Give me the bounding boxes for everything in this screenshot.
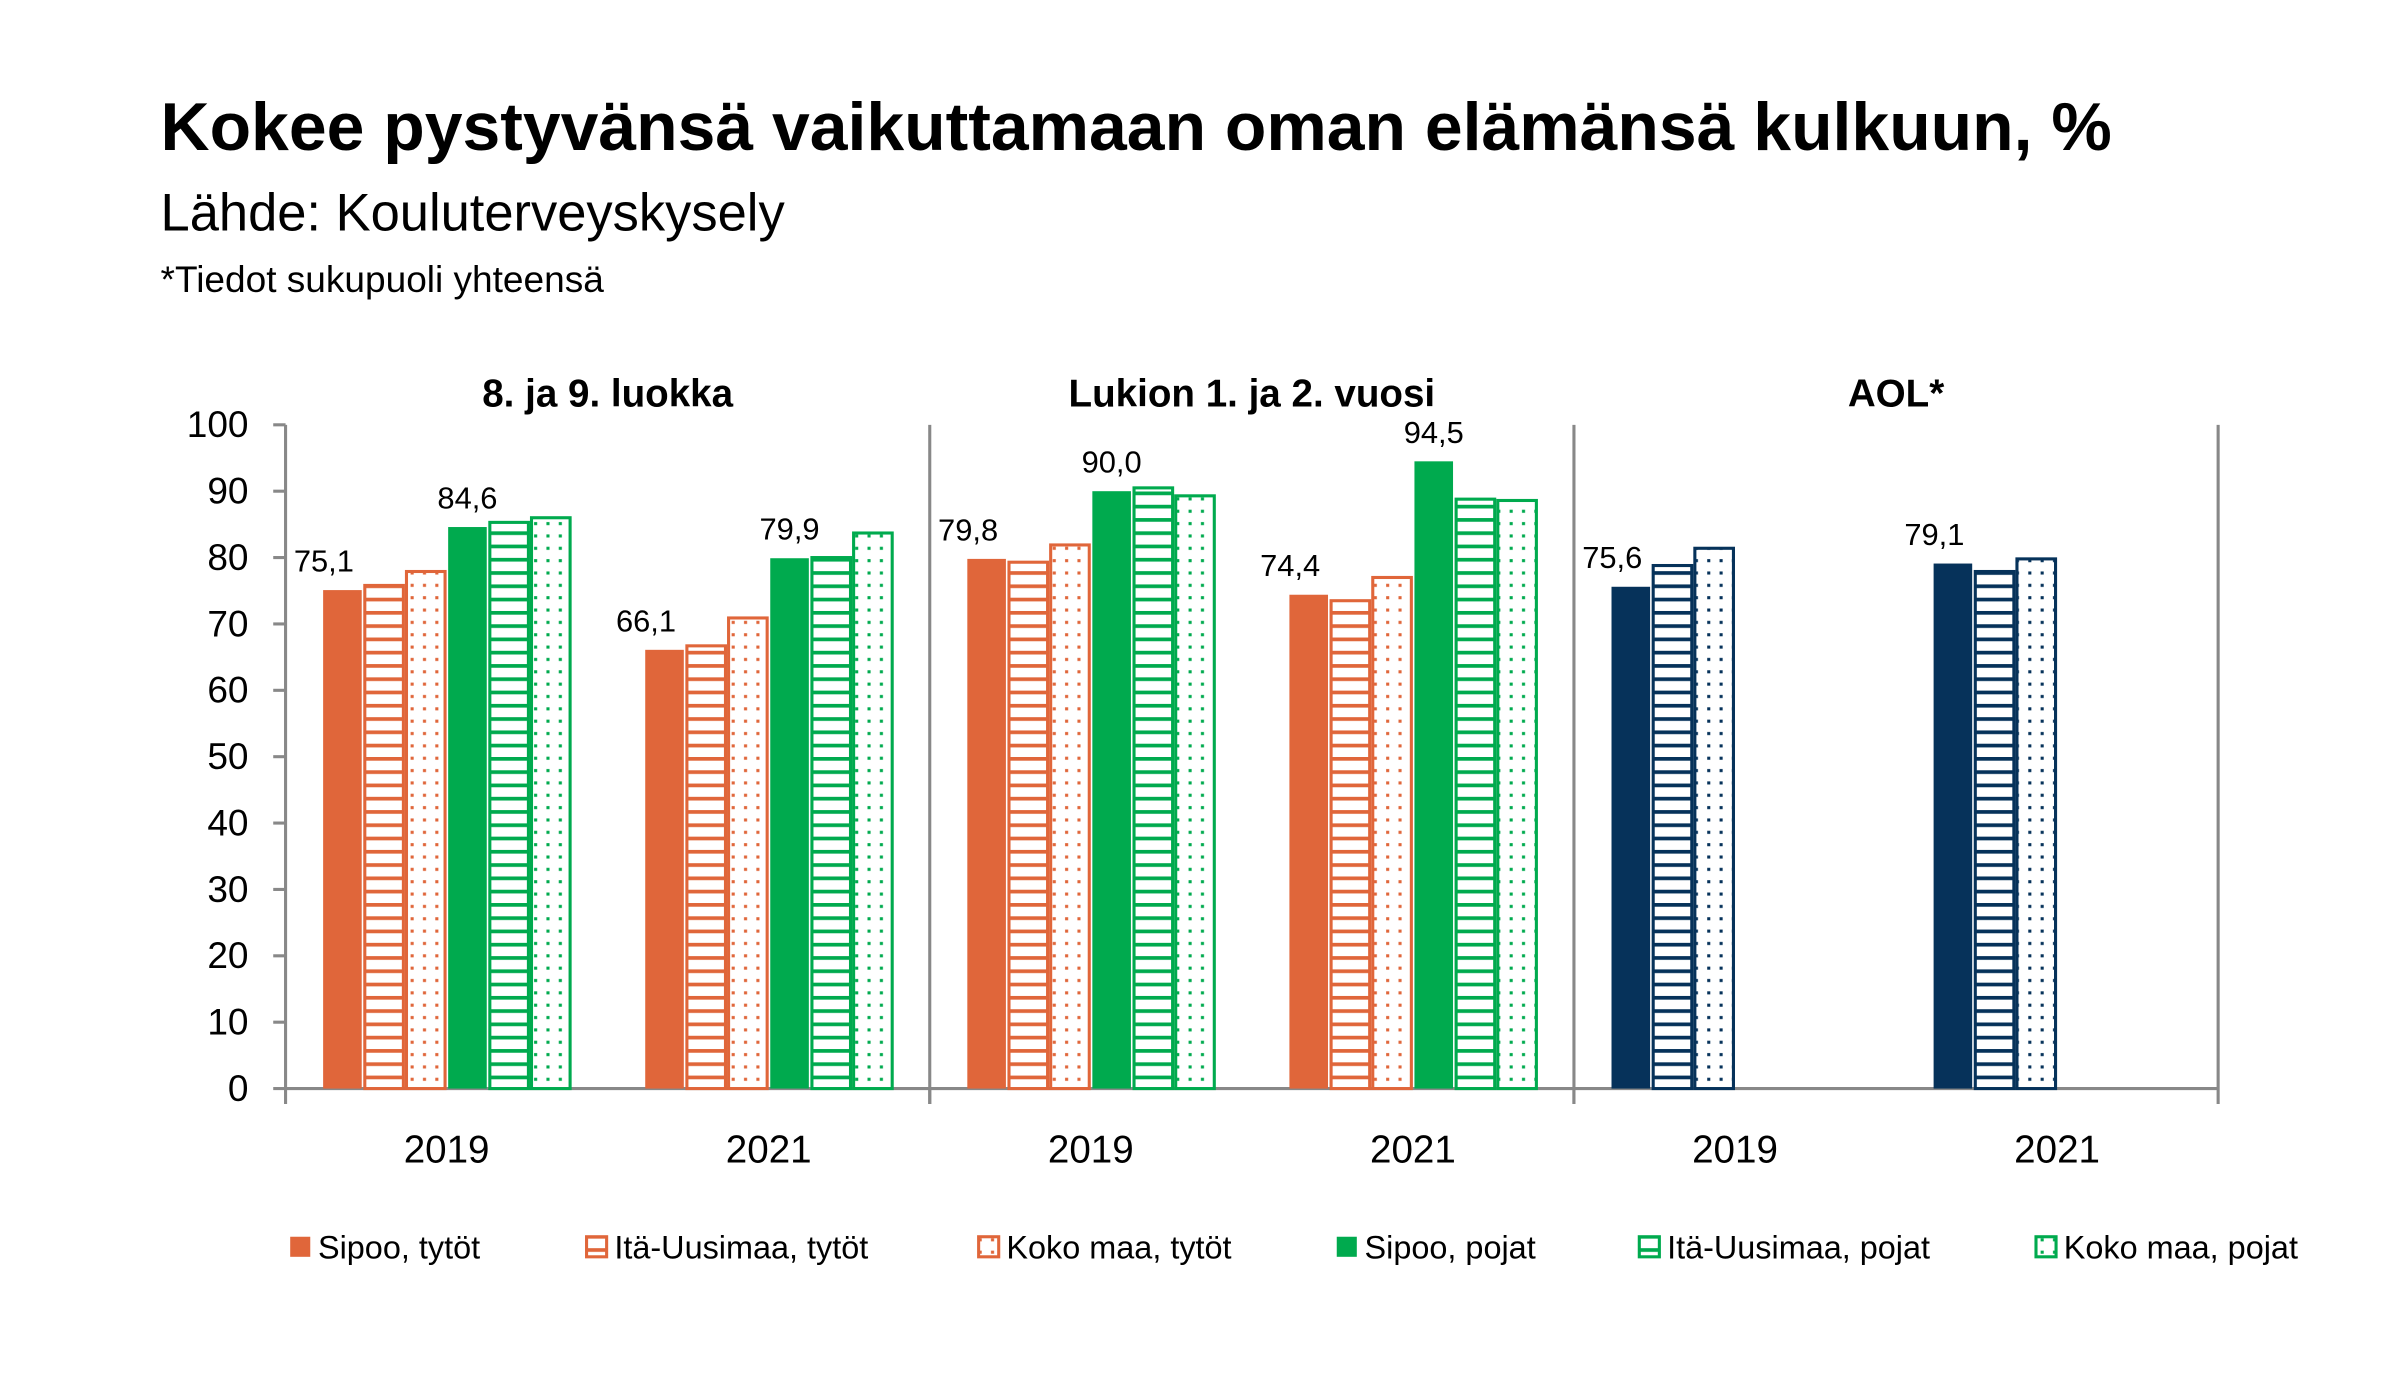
chart-note: *Tiedot sukupuoli yhteensä (161, 258, 605, 300)
panel-title: 8. ja 9. luokka (482, 372, 733, 415)
legend-item: Itä-Uusimaa, tytöt (585, 1229, 868, 1265)
bar-sipoo-pojat-2021 (770, 558, 809, 1089)
data-label: 75,1 (294, 544, 354, 579)
panel-title: AOL* (1848, 372, 1944, 415)
data-label: 84,6 (437, 481, 497, 516)
bar-sipoo-tytöt-2021 (1289, 594, 1329, 1089)
data-label: 79,9 (760, 512, 820, 547)
panel-title: Lukion 1. ja 2. vuosi (1069, 372, 1436, 415)
plot-area: 0 10 20 30 40 50 60 70 80 90 100 8. ja 9. luokka 201… (187, 372, 2220, 1172)
bar-koko-maa-2019 (1693, 546, 1735, 1091)
legend-label: Koko maa, tytöt (1006, 1229, 1231, 1265)
legend-item: Koko maa, tytöt (977, 1229, 1232, 1265)
y-tick-label: 50 (207, 735, 248, 777)
x-category-label: 2019 (1048, 1129, 1134, 1172)
x-category-label: 2019 (404, 1129, 490, 1172)
legend-swatch (1637, 1235, 1661, 1259)
legend-label: Sipoo, pojat (1365, 1229, 1536, 1265)
bar-sipoo-2021 (1933, 563, 1973, 1089)
chart-title: Kokee pystyvänsä vaikuttamaan oman elämä… (161, 90, 2112, 165)
bar-sipoo-2019 (1611, 586, 1651, 1089)
bar-koko-maa-pojat-2019 (529, 516, 572, 1091)
x-category-label: 2021 (1370, 1129, 1456, 1172)
data-label: 79,8 (938, 512, 998, 547)
x-category-label: 2021 (726, 1129, 812, 1172)
bar-koko-maa-pojat-2021 (1496, 498, 1538, 1091)
bar-itä-uusimaa-pojat-2021 (810, 556, 853, 1091)
bar-itä-uusimaa-pojat-2019 (1132, 486, 1175, 1091)
bar-koko-maa-tytöt-2019 (404, 569, 447, 1091)
bar-koko-maa-tytöt-2021 (1371, 575, 1413, 1091)
legend-label: Sipoo, tytöt (318, 1229, 480, 1265)
bar-koko-maa-2021 (2015, 557, 2058, 1091)
bar-sipoo-pojat-2019 (448, 527, 487, 1089)
data-label: 75,6 (1582, 540, 1642, 575)
legend-item: Sipoo, pojat (1336, 1229, 1536, 1265)
legend-swatch (1336, 1236, 1357, 1257)
legend-item: Itä-Uusimaa, pojat (1637, 1229, 1930, 1265)
legend-item: Koko maa, pojat (2034, 1229, 2298, 1265)
bar-sipoo-tytöt-2021 (645, 649, 684, 1089)
legend-label: Koko maa, pojat (2064, 1229, 2298, 1265)
y-tick-label: 30 (207, 868, 248, 910)
bar-itä-uusimaa-tytöt-2021 (685, 644, 728, 1091)
legend-swatch (585, 1235, 609, 1259)
bar-itä-uusimaa-tytöt-2021 (1329, 599, 1372, 1091)
y-tick-label: 80 (207, 536, 248, 578)
legend-item: Sipoo, tytöt (290, 1229, 480, 1265)
data-label: 94,5 (1404, 415, 1464, 450)
y-tick-label: 90 (207, 470, 248, 512)
bar-sipoo-pojat-2021 (1414, 461, 1454, 1089)
bar-itä-uusimaa-2021 (1973, 569, 2016, 1091)
y-tick-label: 20 (207, 934, 248, 976)
bar-koko-maa-pojat-2019 (1174, 494, 1216, 1091)
legend: Sipoo, tytöt Itä-Uusimaa, tytöt Koko maa, … (290, 1229, 2298, 1265)
chart-subtitle: Lähde: Kouluterveyskysely (161, 183, 786, 242)
legend-label: Itä-Uusimaa, tytöt (614, 1229, 868, 1265)
data-label: 79,1 (1904, 517, 1964, 552)
x-category-label: 2021 (2014, 1129, 2100, 1172)
bar-koko-maa-tytöt-2021 (727, 616, 769, 1091)
y-tick-label: 40 (207, 801, 248, 843)
bar-itä-uusimaa-pojat-2019 (488, 520, 530, 1091)
legend-swatch (977, 1235, 1001, 1259)
bar-sipoo-pojat-2019 (1092, 491, 1131, 1089)
data-label: 66,1 (616, 603, 676, 638)
bar-koko-maa-pojat-2021 (852, 531, 894, 1091)
y-tick-label: 60 (207, 669, 248, 711)
y-tick-label: 100 (187, 403, 249, 445)
x-category-label: 2019 (1692, 1129, 1778, 1172)
legend-label: Itä-Uusimaa, pojat (1667, 1229, 1930, 1265)
data-label: 90,0 (1082, 445, 1142, 480)
bar-itä-uusimaa-2019 (1651, 563, 1694, 1091)
legend-swatch (2034, 1235, 2058, 1259)
data-label: 74,4 (1260, 548, 1320, 583)
y-tick-label: 70 (207, 602, 248, 644)
bar-itä-uusimaa-tytöt-2019 (1007, 560, 1050, 1091)
bar-itä-uusimaa-pojat-2021 (1454, 497, 1497, 1091)
bar-sipoo-tytöt-2019 (323, 590, 362, 1089)
y-tick-label: 0 (228, 1067, 249, 1109)
y-tick-label: 10 (207, 1001, 248, 1043)
legend-swatch (290, 1236, 311, 1257)
bar-sipoo-tytöt-2019 (967, 558, 1006, 1089)
bar-koko-maa-tytöt-2019 (1049, 543, 1091, 1091)
bar-itä-uusimaa-tytöt-2019 (363, 583, 405, 1091)
